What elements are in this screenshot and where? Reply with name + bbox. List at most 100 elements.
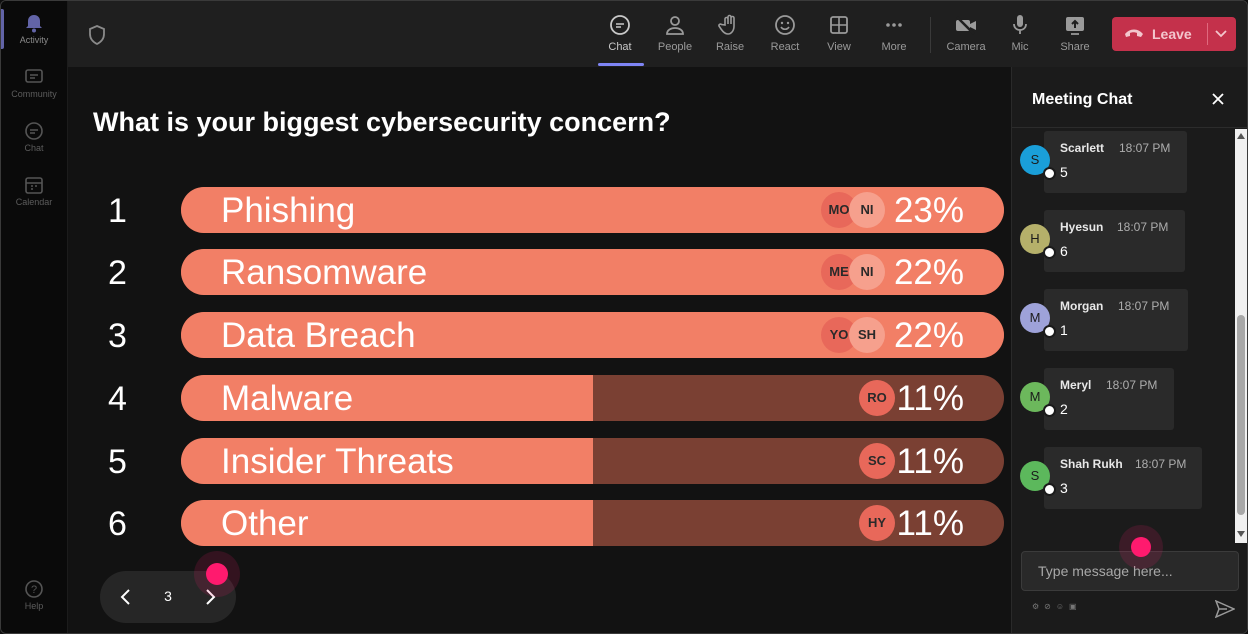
leave-button[interactable]: Leave <box>1112 17 1236 51</box>
close-icon[interactable] <box>1211 92 1225 106</box>
rail-label: Community <box>11 89 57 99</box>
message-text: 6 <box>1060 243 1068 259</box>
sender-name: Scarlett <box>1060 141 1105 155</box>
message-text: 1 <box>1060 322 1068 338</box>
poll-option-rank: 2 <box>108 254 127 292</box>
gif-icon[interactable]: ▣ <box>1069 602 1082 611</box>
sender-name: Morgan <box>1060 299 1104 313</box>
rail-item-activity[interactable]: Activity <box>1 13 67 45</box>
poll-result-bar: Other 11% HY <box>181 500 1004 546</box>
page-number: 3 <box>164 588 172 604</box>
smiley-icon <box>775 15 795 35</box>
poll-option-rank: 1 <box>108 192 127 230</box>
rail-item-help[interactable]: ? Help <box>1 579 67 611</box>
rail-item-calendar[interactable]: Calendar <box>1 175 67 207</box>
poll-question: What is your biggest cybersecurity conce… <box>93 107 671 137</box>
message-timestamp: 18:07 PM <box>1118 299 1170 313</box>
chat-header-divider <box>1012 127 1247 128</box>
message-timestamp: 18:07 PM <box>1135 457 1187 471</box>
poll-option-label: Other <box>221 504 309 543</box>
react-button[interactable]: React <box>759 11 811 61</box>
presence-status-dot <box>1043 167 1056 180</box>
share-button[interactable]: Share <box>1049 11 1101 61</box>
chevron-left-icon[interactable] <box>116 587 136 607</box>
poll-results: What is your biggest cybersecurity conce… <box>68 67 1010 633</box>
message-timestamp: 18:07 PM <box>1119 141 1171 155</box>
help-icon: ? <box>25 580 43 598</box>
poll-result-bar: Insider Threats 11% SC <box>181 438 1004 484</box>
pointer-highlight <box>206 563 228 585</box>
pointer-highlight <box>1131 537 1151 557</box>
avatar[interactable]: S <box>1020 145 1050 175</box>
scroll-thumb[interactable] <box>1237 315 1245 515</box>
more-button-label: More <box>881 41 907 53</box>
attach-icon[interactable]: ⊘ <box>1044 602 1056 611</box>
rail-item-chat[interactable]: Chat <box>1 121 67 153</box>
message-timestamp: 18:07 PM <box>1106 378 1158 392</box>
poll-result-bar: Phishing 23% MO NI <box>181 187 1004 233</box>
avatar[interactable]: S <box>1020 461 1050 491</box>
emoji-icon[interactable]: ☺ <box>1055 602 1070 611</box>
message-bubble: Meryl 18:07 PM 2 <box>1044 368 1174 430</box>
message-text: 3 <box>1060 480 1068 496</box>
raise-button-label: Raise <box>715 41 745 53</box>
poll-option-label: Ransomware <box>221 253 428 292</box>
message-timestamp: 18:07 PM <box>1117 220 1169 234</box>
poll-option-rank: 4 <box>108 380 127 418</box>
poll-result-fill <box>181 375 593 421</box>
chevron-down-icon[interactable] <box>1214 26 1228 40</box>
chevron-right-icon[interactable] <box>200 587 220 607</box>
chat-panel-title: Meeting Chat <box>1032 91 1133 108</box>
poll-option-percent: 11% <box>896 379 964 418</box>
voter-avatar: RO <box>859 380 895 416</box>
rail-label: Help <box>24 601 44 611</box>
format-icon[interactable]: ⚙ <box>1032 602 1045 611</box>
share-screen-icon <box>1066 17 1084 35</box>
poll-option-row: 6 Other 11% HY <box>68 500 1010 546</box>
message-bubble: Morgan 18:07 PM 1 <box>1044 289 1188 351</box>
poll-option-rank: 3 <box>108 317 127 355</box>
microphone-icon <box>1013 15 1027 34</box>
message-bubble: Shah Rukh 18:07 PM 3 <box>1044 447 1202 509</box>
toolbar-divider <box>930 17 931 53</box>
more-button[interactable]: More <box>868 11 920 61</box>
people-button[interactable]: People <box>649 11 701 61</box>
message-bubble: Hyesun 18:07 PM 6 <box>1044 210 1185 272</box>
mic-button-label: Mic <box>1011 41 1029 53</box>
shield-icon[interactable] <box>88 25 106 45</box>
chat-button-label: Chat <box>608 41 632 53</box>
scroll-up-arrow[interactable] <box>1237 133 1245 139</box>
calendar-icon <box>25 177 43 194</box>
more-dots-icon <box>886 23 902 27</box>
poll-option-row: 4 Malware 11% RO <box>68 375 1010 421</box>
view-button[interactable]: View <box>813 11 865 61</box>
rail-label: Chat <box>24 143 44 153</box>
sender-name: Hyesun <box>1060 220 1104 234</box>
presence-status-dot <box>1043 483 1056 496</box>
rail-item-community[interactable]: Community <box>1 67 67 99</box>
poll-option-percent: 22% <box>893 316 964 355</box>
chat-message-input[interactable] <box>1021 551 1239 591</box>
rail-active-indicator <box>1 9 4 49</box>
camera-button-label: Camera <box>946 41 986 53</box>
hang-up-icon <box>1125 29 1143 37</box>
poll-option-label: Phishing <box>221 191 356 230</box>
camera-button[interactable]: Camera <box>940 11 992 61</box>
chat-scrollbar[interactable] <box>1235 129 1247 543</box>
leave-divider <box>1207 23 1208 45</box>
poll-result-bar: Malware 11% RO <box>181 375 1004 421</box>
active-tab-indicator <box>598 63 644 66</box>
scroll-down-arrow[interactable] <box>1237 531 1245 537</box>
send-icon[interactable] <box>1215 600 1235 618</box>
presence-status-dot <box>1043 246 1056 259</box>
raise-hand-button[interactable]: Raise <box>704 11 756 61</box>
format-toolbar: ⚙⊘☺▣ <box>1032 602 1082 611</box>
meeting-chat-panel: Meeting Chat Scarlett 18:07 PM 5 S Hyesun 18:… <box>1011 67 1247 633</box>
presence-status-dot <box>1043 404 1056 417</box>
poll-result-fill <box>181 500 593 546</box>
mic-button[interactable]: Mic <box>994 11 1046 61</box>
chat-button[interactable]: Chat <box>594 11 646 61</box>
poll-option-percent: 23% <box>893 191 964 230</box>
view-button-label: View <box>827 41 851 53</box>
voter-avatar: NI <box>849 254 885 290</box>
